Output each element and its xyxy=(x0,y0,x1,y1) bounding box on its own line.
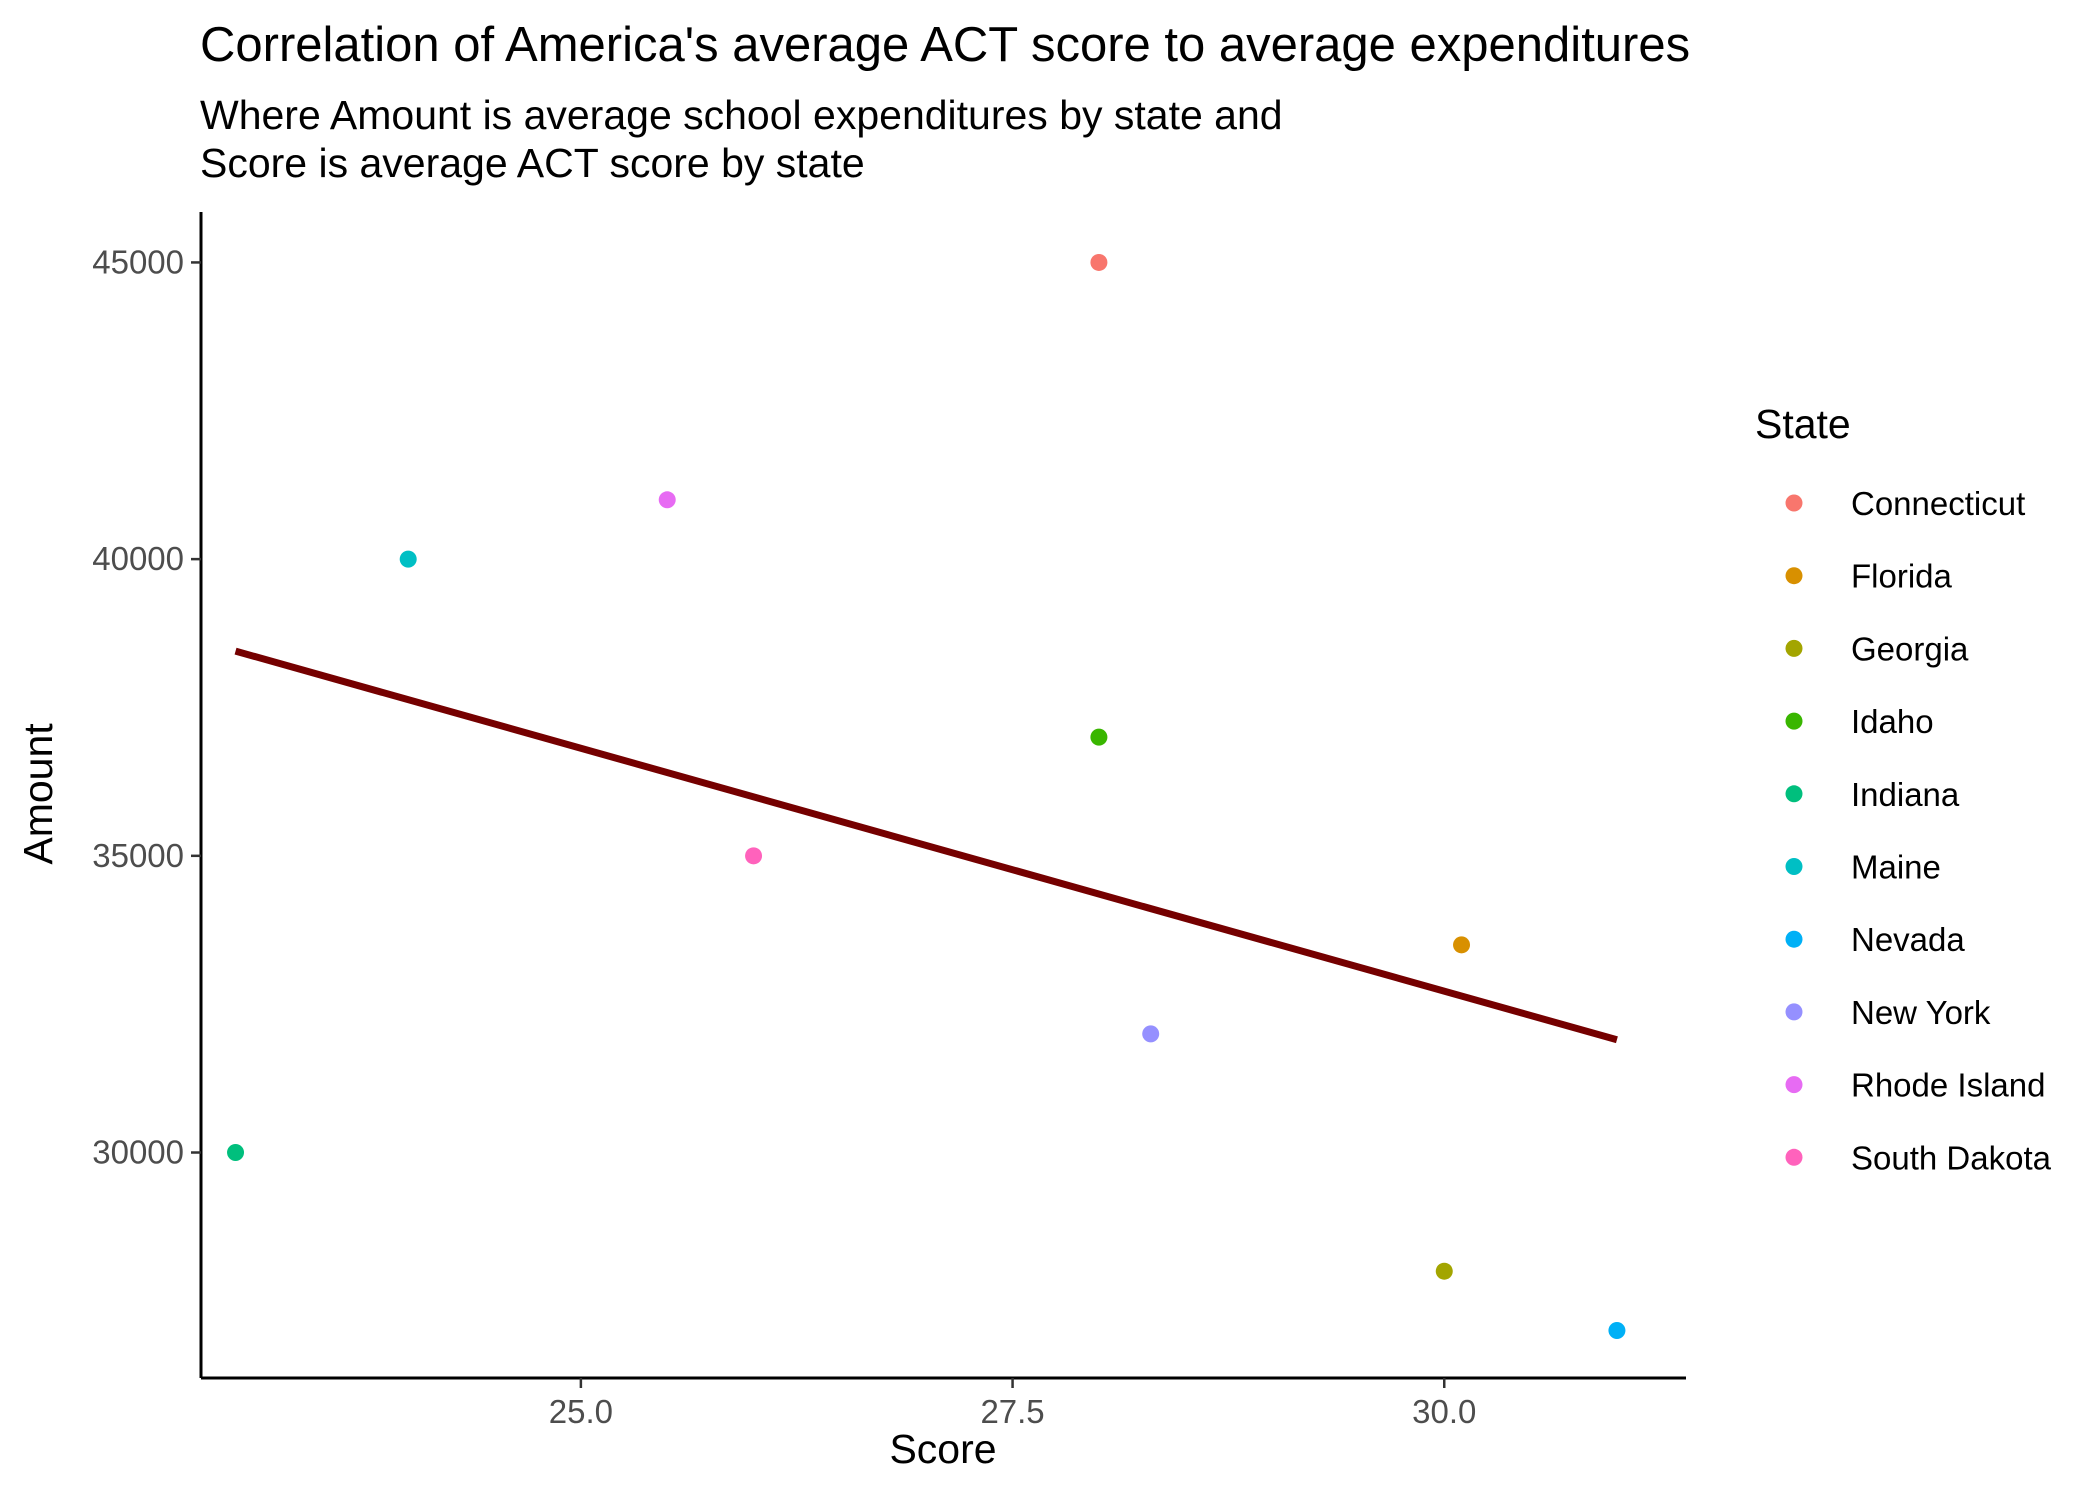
legend-key xyxy=(1785,858,1803,875)
x-axis-title: Score xyxy=(889,1426,996,1472)
legend-key xyxy=(1785,639,1803,657)
chart-subtitle-line-1: Where Amount is average school expenditu… xyxy=(200,92,1283,138)
legend-label: Georgia xyxy=(1851,630,1969,667)
legend-label: Maine xyxy=(1851,849,1941,886)
legend-key xyxy=(1785,930,1803,948)
x-tick-label: 30.0 xyxy=(1412,1393,1476,1430)
data-point xyxy=(227,1144,245,1162)
data-point xyxy=(1090,253,1108,271)
y-tick-label: 45000 xyxy=(92,243,184,280)
legend-key xyxy=(1785,785,1803,803)
data-point xyxy=(1608,1322,1626,1340)
x-axis-ticks: 25.0 27.5 30.0 xyxy=(549,1378,1476,1430)
legend-key xyxy=(1785,1148,1803,1166)
y-axis-ticks: 30000 35000 40000 45000 xyxy=(92,243,201,1171)
data-point xyxy=(1453,936,1471,954)
legend-label: South Dakota xyxy=(1851,1139,2052,1176)
data-point xyxy=(1435,1262,1453,1280)
legend-label: Indiana xyxy=(1851,776,1960,813)
chart-title: Correlation of America's average ACT sco… xyxy=(200,18,1690,72)
legend-label: Florida xyxy=(1851,558,1953,595)
legend-key xyxy=(1785,567,1803,585)
data-point xyxy=(1090,728,1108,746)
legend-label: Nevada xyxy=(1851,921,1965,958)
data-point xyxy=(658,491,676,509)
legend-key xyxy=(1785,494,1803,512)
legend-label: Idaho xyxy=(1851,703,1934,740)
y-tick-label: 35000 xyxy=(92,837,184,874)
legend-key xyxy=(1785,1003,1803,1021)
legend-label: New York xyxy=(1851,994,1991,1031)
legend-label: Connecticut xyxy=(1851,485,2025,522)
data-point xyxy=(745,847,763,865)
plot-area xyxy=(227,253,1626,1340)
legend-title: State xyxy=(1755,401,1851,447)
y-axis-title: Amount xyxy=(15,723,61,865)
legend: State Connecticut Florida Georgia Idaho Indi… xyxy=(1755,401,2052,1176)
legend-label: Rhode Island xyxy=(1851,1067,2045,1104)
x-tick-label: 27.5 xyxy=(980,1393,1044,1430)
data-point xyxy=(1142,1025,1160,1043)
chart-subtitle-line-2: Score is average ACT score by state xyxy=(200,140,865,186)
y-tick-label: 40000 xyxy=(92,540,184,577)
legend-key xyxy=(1785,1076,1803,1094)
trend-line xyxy=(234,647,1618,1044)
data-point xyxy=(399,550,417,568)
x-tick-label: 25.0 xyxy=(549,1393,613,1430)
legend-key xyxy=(1785,712,1803,730)
y-tick-label: 30000 xyxy=(92,1134,184,1171)
